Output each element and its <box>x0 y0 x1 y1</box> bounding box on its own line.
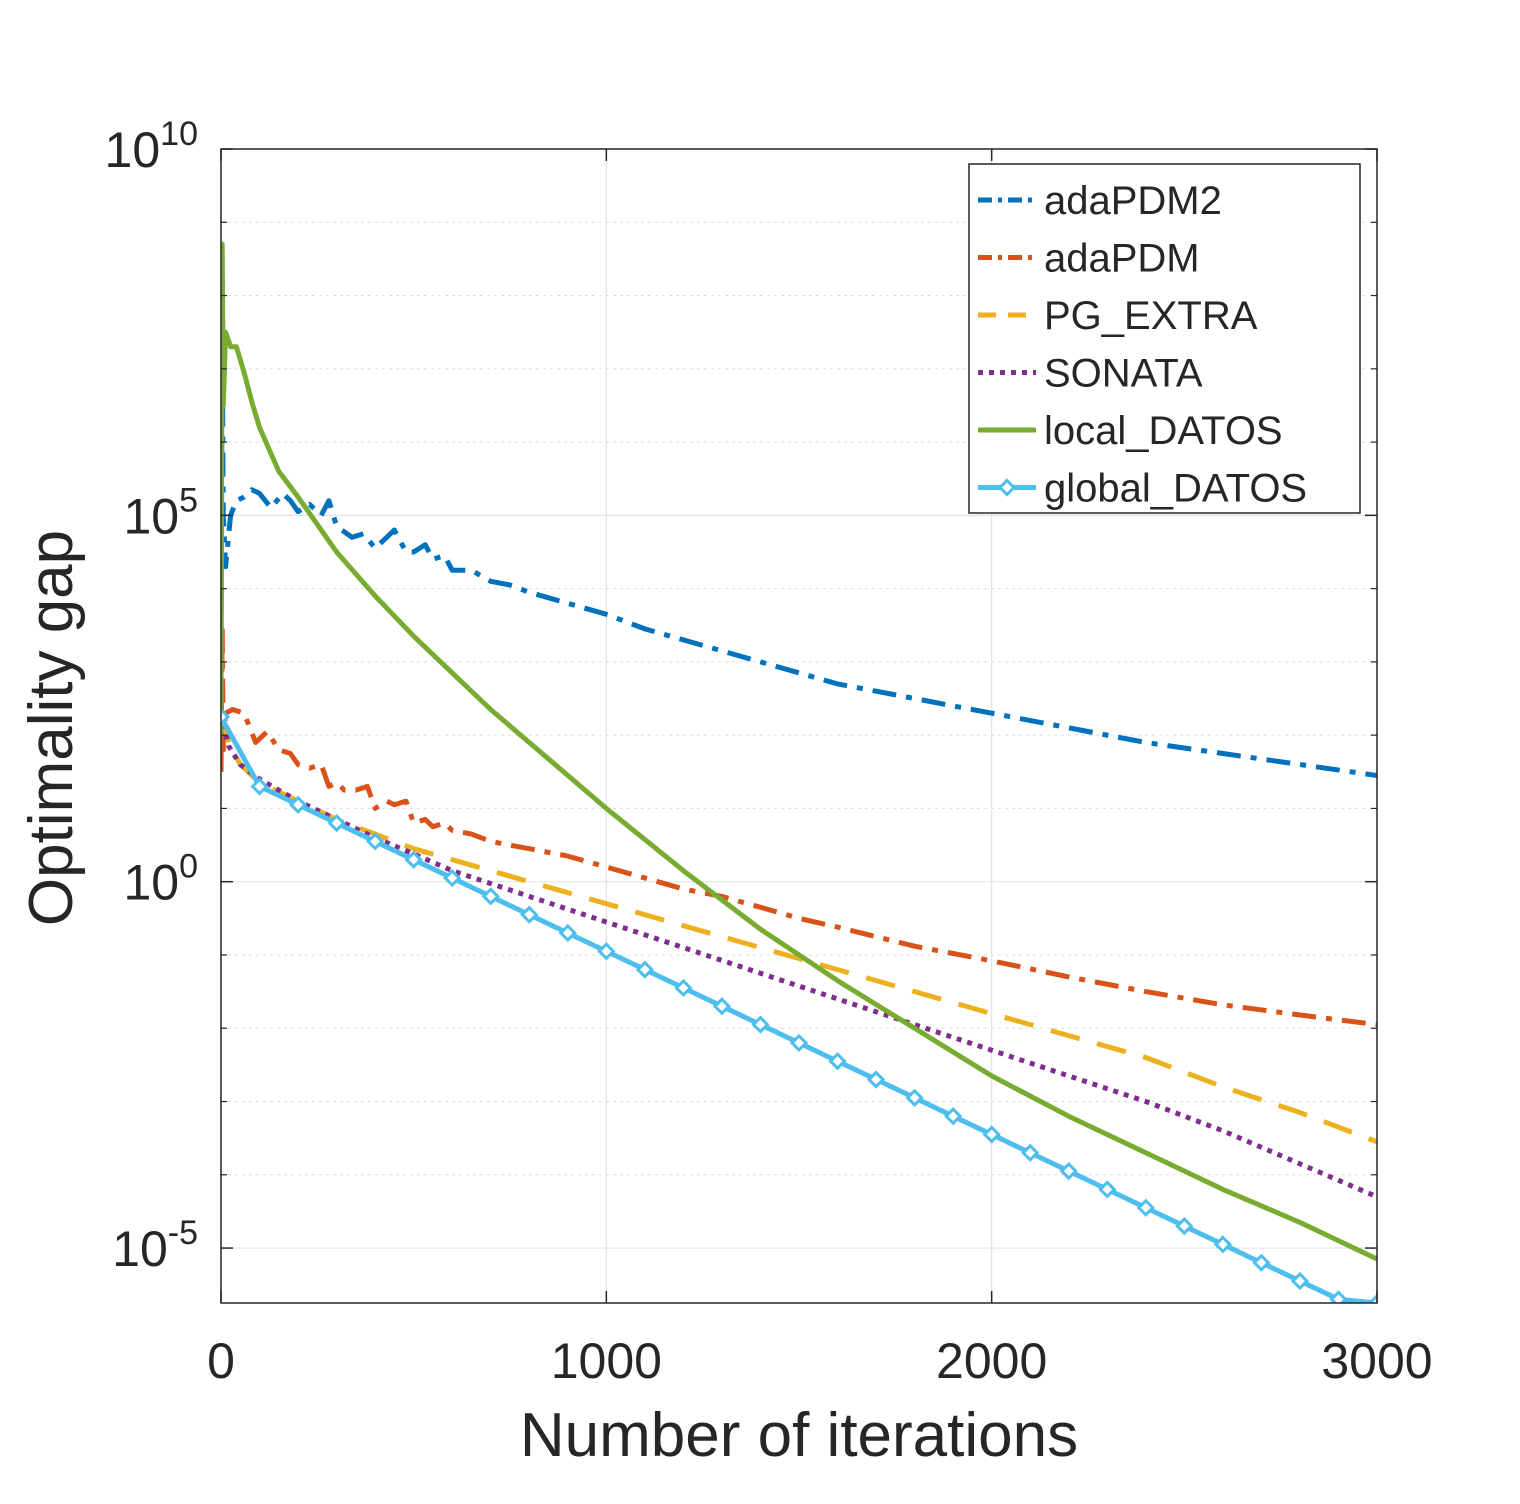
legend-entry-global_DATOS: global_DATOS <box>978 467 1307 511</box>
data-point-global_DATOS <box>712 997 732 1016</box>
y-tick-exponent: 5 <box>179 481 198 519</box>
tick-marks <box>220 148 1378 1303</box>
series-PG_EXTRA <box>221 712 1377 1145</box>
data-point-global_DATOS <box>751 1015 770 1034</box>
data-point-global_DATOS <box>250 777 269 796</box>
series-SONATA <box>221 712 1377 1200</box>
y-tick-label: 10-5 <box>112 1214 198 1277</box>
x-tick-label: 1000 <box>551 1333 662 1389</box>
data-point-global_DATOS <box>866 1070 886 1089</box>
data-point-global_DATOS <box>221 707 231 726</box>
legend-entry-SONATA: SONATA <box>978 352 1203 396</box>
data-point-global_DATOS <box>1175 1216 1194 1236</box>
data-point-global_DATOS <box>1098 1180 1117 1199</box>
data-point-global_DATOS <box>905 1088 924 1107</box>
legend-label: SONATA <box>1044 352 1203 396</box>
data-point-global_DATOS <box>1059 1161 1078 1181</box>
legend-label: adaPDM <box>1044 237 1200 281</box>
data-point-global_DATOS <box>789 1033 809 1053</box>
x-tick-label: 3000 <box>1321 1333 1432 1389</box>
legend-label: global_DATOS <box>1044 467 1307 511</box>
data-point-global_DATOS <box>481 887 500 906</box>
data-point-global_DATOS <box>1329 1290 1348 1303</box>
data-point-global_DATOS <box>1213 1235 1232 1254</box>
series-line-adaPDM2 <box>221 329 1377 778</box>
x-tick-label: 0 <box>207 1333 235 1389</box>
data-point-global_DATOS <box>366 832 385 851</box>
data-point-global_DATOS <box>520 905 539 924</box>
data-point-global_DATOS <box>288 795 308 814</box>
plot-frame <box>220 148 1378 1304</box>
y-tick-base: 10 <box>123 488 179 544</box>
legend-label: local_DATOS <box>1044 409 1283 453</box>
legend-entry-adaPDM: adaPDM <box>978 237 1200 281</box>
legend-entry-PG_EXTRA: PG_EXTRA <box>978 294 1258 338</box>
data-point-global_DATOS <box>982 1125 1001 1144</box>
data-point-global_DATOS <box>443 868 462 888</box>
data-point-global_DATOS <box>635 960 654 979</box>
y-axis-title: Optimality gap <box>17 530 86 926</box>
y-tick-base: 10 <box>105 122 161 178</box>
series-line-adaPDM <box>221 622 1377 1028</box>
x-tick-label: 2000 <box>936 1333 1047 1389</box>
x-tick-labels: 0 1000 2000 3000 <box>207 1333 1433 1389</box>
y-tick-exponent: -5 <box>168 1214 198 1252</box>
y-tick-label: 1010 <box>105 115 198 178</box>
series-line-SONATA <box>221 712 1377 1200</box>
y-tick-exponent: 10 <box>160 115 198 153</box>
series-global_DATOS <box>221 707 1377 1303</box>
data-point-global_DATOS <box>558 923 577 943</box>
data-point-global_DATOS <box>674 978 693 998</box>
data-point-global_DATOS <box>1290 1271 1310 1291</box>
y-tick-base: 10 <box>112 1221 168 1277</box>
legend-box <box>968 163 1361 514</box>
data-point-global_DATOS <box>828 1052 847 1071</box>
legend-marker <box>997 478 1017 497</box>
y-tick-exponent: 0 <box>179 848 198 886</box>
data-point-global_DATOS <box>1021 1143 1040 1162</box>
y-tick-label: 105 <box>123 481 198 544</box>
x-axis-title: Number of iterations <box>520 1401 1078 1470</box>
data-point-global_DATOS <box>1367 1293 1377 1303</box>
series-layer <box>221 241 1377 1303</box>
series-adaPDM <box>221 622 1377 1028</box>
data-point-global_DATOS <box>1252 1253 1271 1272</box>
legend-label: adaPDM2 <box>1044 179 1222 223</box>
series-line-PG_EXTRA <box>221 712 1377 1145</box>
legend: adaPDM2 adaPDM PG_EXTRA SONATA local_DATOSgl… <box>968 163 1361 514</box>
legend-entry-adaPDM2: adaPDM2 <box>978 179 1222 223</box>
y-tick-base: 10 <box>123 855 179 911</box>
y-tick-label: 100 <box>123 848 198 911</box>
data-point-global_DATOS <box>597 942 616 961</box>
series-adaPDM2 <box>221 329 1377 778</box>
data-point-global_DATOS <box>1136 1198 1155 1217</box>
legend-label: PG_EXTRA <box>1044 294 1258 338</box>
data-point-global_DATOS <box>404 850 423 869</box>
data-point-global_DATOS <box>327 813 346 833</box>
data-point-global_DATOS <box>944 1107 963 1126</box>
series-line-local_DATOS <box>221 241 1377 1262</box>
series-local_DATOS <box>221 241 1377 1262</box>
legend-entry-local_DATOS: local_DATOS <box>978 409 1283 453</box>
